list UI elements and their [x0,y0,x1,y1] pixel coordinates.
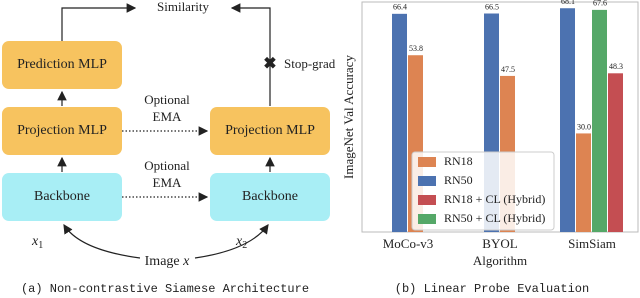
value-label: 66.4 [393,3,407,12]
ema-label: Optional EMA [144,158,190,190]
value-label: 66.5 [485,2,499,11]
value-label: 53.8 [409,44,423,53]
backbone-box [2,173,122,221]
projector-box [210,107,330,155]
value-label: 68.1 [561,0,575,6]
bar [560,8,575,232]
chart: ImageNet Val Accuracy Algorithm MoCo-v3 66.… [341,0,639,268]
legend-swatch [418,157,436,167]
stop-grad: Stop-grad [284,56,336,71]
caption: (b) Linear Probe Evaluation [395,282,589,296]
projector-box [2,107,122,155]
legend-label: RN50 [444,173,473,187]
legend-swatch [418,214,436,224]
legend-box [411,151,555,231]
x-tick-label: MoCo-v3 [383,236,434,251]
backbone: Backbone [242,189,298,204]
y-axis-label: ImageNet Val Accuracy [341,55,356,179]
connectors [57,3,275,259]
view: x1 [31,234,43,251]
bar [592,9,607,233]
caption: (a) Non-contrastive Siamese Architecture [21,282,309,296]
similarity: Similarity [157,0,210,14]
bar [608,73,623,232]
projector: Projection MLP [17,123,107,138]
bar [392,13,407,233]
input: Image x [145,254,190,269]
predictor: Prediction MLP [17,57,107,72]
ema-label: Optional EMA [144,92,190,124]
x-axis-label: Algorithm [473,253,527,268]
legend-label: RN18 + CL (Hybrid) [444,192,545,206]
value-label: 30.0 [577,122,591,131]
legend-label: RN50 + CL (Hybrid) [444,211,545,225]
bar [576,133,591,232]
backbone: Backbone [34,189,90,204]
stop-icon: ✖ [263,56,276,73]
backbone-box [210,173,330,221]
legend-label: RN18 [444,154,473,168]
x-tick-label: BYOL [482,236,517,251]
projector: Projection MLP [225,123,315,138]
legend-swatch [418,176,436,186]
view: x2 [235,234,247,251]
value-label: 47.5 [501,65,515,74]
predictor-box [2,41,122,89]
legend-swatch [418,195,436,205]
value-label: 67.6 [593,0,607,8]
value-label: 48.3 [609,62,623,71]
x-tick-label: SimSiam [568,236,616,251]
